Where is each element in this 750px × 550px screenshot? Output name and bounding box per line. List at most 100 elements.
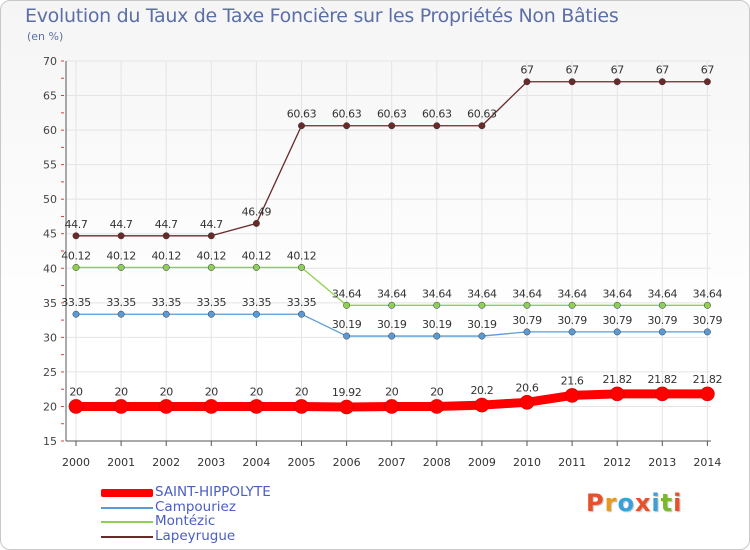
y-tick-label: 45 bbox=[43, 228, 57, 241]
data-point bbox=[429, 399, 445, 414]
data-label: 20.6 bbox=[516, 381, 539, 394]
x-tick-label: 2001 bbox=[107, 456, 135, 469]
legend-swatch-montezic bbox=[101, 521, 153, 523]
data-label: 30.19 bbox=[422, 318, 452, 331]
x-tick-label: 2012 bbox=[603, 456, 631, 469]
data-label: 20 bbox=[250, 385, 264, 398]
data-point bbox=[658, 301, 666, 309]
data-point bbox=[433, 122, 441, 130]
legend-swatch-campouriez bbox=[101, 506, 153, 509]
data-label: 30.79 bbox=[648, 314, 678, 327]
data-label: 21.82 bbox=[602, 373, 632, 386]
legend-label-campouriez: Campouriez bbox=[155, 498, 236, 515]
data-point bbox=[343, 332, 351, 340]
data-point bbox=[564, 388, 580, 403]
y-tick-label: 25 bbox=[43, 366, 57, 379]
data-label: 60.63 bbox=[467, 108, 497, 121]
data-label: 21.82 bbox=[648, 373, 678, 386]
data-label: 20.2 bbox=[470, 384, 493, 397]
data-label: 44.7 bbox=[65, 218, 88, 231]
data-point bbox=[613, 301, 621, 309]
data-point bbox=[162, 263, 170, 271]
data-label: 34.64 bbox=[602, 287, 632, 300]
x-tick-label: 2009 bbox=[468, 456, 496, 469]
data-point bbox=[388, 301, 396, 309]
data-point bbox=[433, 301, 441, 309]
data-point bbox=[72, 263, 80, 271]
data-label: 34.64 bbox=[332, 287, 362, 300]
data-label: 20 bbox=[295, 385, 309, 398]
data-label: 40.12 bbox=[242, 249, 272, 262]
y-tick-label: 70 bbox=[43, 55, 57, 68]
x-tick-label: 2008 bbox=[423, 456, 451, 469]
data-point bbox=[113, 399, 129, 414]
data-label: 30.79 bbox=[512, 314, 542, 327]
y-tick-label: 35 bbox=[43, 297, 57, 310]
data-point bbox=[162, 310, 170, 318]
data-label: 34.64 bbox=[512, 287, 542, 300]
data-label: 67 bbox=[656, 64, 670, 77]
logo-letter: r bbox=[604, 489, 618, 517]
data-point bbox=[298, 310, 305, 318]
data-label: 67 bbox=[611, 64, 625, 77]
data-point bbox=[72, 232, 80, 240]
data-label: 67 bbox=[565, 64, 579, 77]
data-point bbox=[568, 301, 576, 309]
chart-title: Evolution du Taux de Taxe Foncière sur l… bbox=[25, 5, 619, 27]
proxiti-logo: Proxiti bbox=[586, 489, 682, 517]
data-point bbox=[207, 263, 215, 271]
data-label: 40.12 bbox=[106, 249, 136, 262]
data-point bbox=[658, 328, 666, 336]
data-label: 44.7 bbox=[200, 218, 223, 231]
data-point bbox=[703, 328, 711, 336]
data-label: 34.64 bbox=[693, 287, 723, 300]
data-label: 60.63 bbox=[422, 108, 452, 121]
data-point bbox=[523, 78, 531, 86]
data-label: 34.64 bbox=[557, 287, 587, 300]
data-label: 20 bbox=[160, 385, 174, 398]
data-label: 40.12 bbox=[61, 249, 91, 262]
x-tick-label: 2014 bbox=[693, 456, 721, 469]
y-tick-label: 40 bbox=[43, 262, 57, 275]
data-label: 33.35 bbox=[197, 296, 227, 309]
logo-letter: P bbox=[586, 489, 605, 517]
y-tick-label: 65 bbox=[43, 90, 57, 103]
logo-letter: t bbox=[660, 489, 674, 517]
data-label: 30.19 bbox=[377, 318, 407, 331]
data-label: 30.19 bbox=[467, 318, 497, 331]
x-tick-label: 2006 bbox=[333, 456, 361, 469]
data-label: 33.35 bbox=[106, 296, 136, 309]
data-label: 30.19 bbox=[332, 318, 362, 331]
data-label: 60.63 bbox=[377, 108, 407, 121]
data-point bbox=[613, 78, 621, 86]
y-tick-label: 55 bbox=[43, 159, 57, 172]
legend-label-montezic: Montézic bbox=[155, 513, 216, 529]
y-tick-label: 50 bbox=[43, 193, 57, 206]
data-point bbox=[568, 78, 576, 86]
x-tick-label: 2011 bbox=[558, 456, 586, 469]
legend-label-saint-hippolyte: SAINT-HIPPOLYTE bbox=[155, 484, 271, 500]
data-label: 44.7 bbox=[155, 218, 178, 231]
data-point bbox=[252, 263, 260, 271]
data-label: 30.79 bbox=[693, 314, 723, 327]
data-label: 44.7 bbox=[110, 218, 133, 231]
x-tick-label: 2005 bbox=[288, 456, 316, 469]
x-tick-label: 2004 bbox=[242, 456, 270, 469]
data-point bbox=[658, 78, 666, 86]
x-tick-label: 2007 bbox=[378, 456, 406, 469]
logo-letter: x bbox=[634, 489, 652, 517]
logo-letter: i bbox=[651, 489, 661, 517]
data-point bbox=[568, 328, 576, 336]
data-point bbox=[609, 386, 625, 402]
data-label: 21.6 bbox=[561, 374, 584, 387]
data-point bbox=[433, 332, 441, 340]
data-label: 34.64 bbox=[422, 287, 452, 300]
data-label: 20 bbox=[114, 385, 128, 398]
legend-swatch-saint-hippolyte bbox=[101, 489, 153, 497]
data-point bbox=[703, 301, 711, 309]
data-point bbox=[117, 310, 125, 318]
data-label: 34.64 bbox=[377, 287, 407, 300]
data-point bbox=[343, 301, 351, 309]
legend-label-lapeyrugue: Lapeyrugue bbox=[155, 527, 236, 544]
